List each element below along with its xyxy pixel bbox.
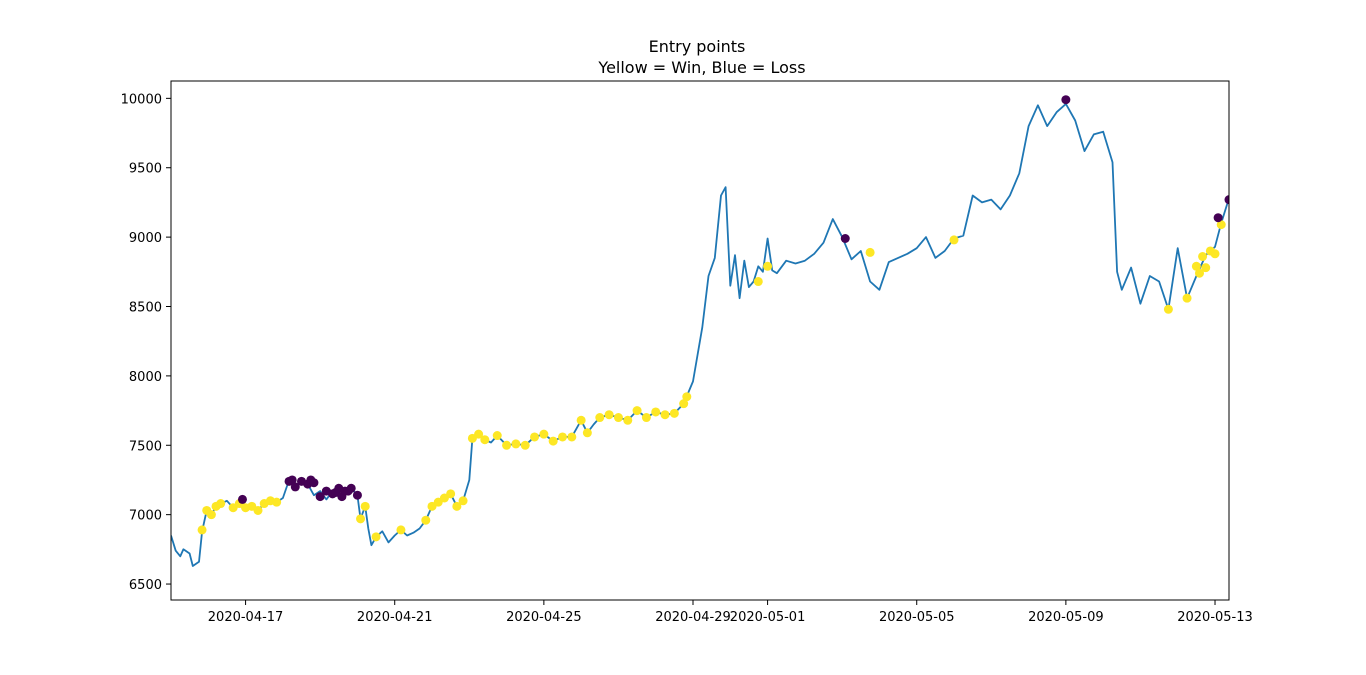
win-marker — [458, 496, 468, 506]
loss-marker — [290, 482, 300, 492]
win-marker — [272, 497, 282, 507]
plot-frame — [170, 80, 1230, 601]
win-marker — [623, 415, 633, 425]
y-tick-label: 8000 — [129, 370, 162, 385]
win-marker — [548, 436, 558, 446]
win-marker — [865, 247, 875, 257]
y-tick-label: 7000 — [129, 509, 162, 524]
win-marker — [520, 440, 530, 450]
win-marker — [396, 525, 406, 535]
win-marker — [613, 413, 623, 423]
win-marker — [480, 435, 490, 445]
loss-marker — [1061, 95, 1071, 105]
x-tick-label: 2020-05-13 — [1177, 610, 1253, 625]
x-tick-label: 2020-05-01 — [730, 610, 806, 625]
x-tick-label: 2020-04-17 — [208, 610, 284, 625]
win-marker — [1191, 261, 1201, 271]
win-marker — [511, 439, 521, 449]
win-marker — [641, 413, 651, 423]
win-marker — [446, 489, 456, 499]
x-tick-label: 2020-04-25 — [506, 610, 582, 625]
win-marker — [1182, 293, 1192, 303]
win-marker — [558, 432, 568, 442]
y-tick-label: 7500 — [129, 439, 162, 454]
win-marker — [567, 432, 577, 442]
win-marker — [1216, 220, 1226, 230]
win-marker — [660, 410, 670, 420]
win-marker — [679, 399, 689, 409]
y-tick-label: 8500 — [129, 301, 162, 316]
win-marker — [492, 431, 502, 441]
win-marker — [539, 429, 549, 439]
chart-subtitle: Yellow = Win, Blue = Loss — [597, 58, 805, 77]
loss-marker — [840, 234, 850, 244]
win-marker — [651, 407, 661, 417]
loss-marker — [1213, 213, 1223, 223]
win-marker — [1210, 249, 1220, 259]
win-marker — [530, 432, 540, 442]
win-marker — [356, 514, 366, 524]
win-marker — [632, 406, 642, 416]
y-tick-label: 10000 — [121, 92, 162, 107]
loss-marker — [309, 478, 319, 488]
y-axis: 6500 7000 7500 8000 8500 9000 9500 10000 — [121, 92, 171, 593]
win-marker — [421, 515, 431, 525]
win-marker — [452, 501, 462, 511]
win-marker — [1194, 268, 1204, 278]
win-marker — [474, 429, 484, 439]
loss-marker — [346, 483, 356, 493]
win-marker — [1201, 263, 1211, 273]
x-tick-label: 2020-05-09 — [1028, 610, 1104, 625]
loss-marker — [287, 475, 297, 485]
x-tick-label: 2020-04-21 — [357, 610, 433, 625]
win-marker — [682, 392, 692, 402]
win-marker — [576, 415, 586, 425]
loss-marker — [315, 492, 325, 502]
win-marker — [216, 499, 226, 509]
chart-title: Entry points — [649, 37, 746, 56]
loss-marker — [352, 490, 362, 500]
y-tick-label: 9000 — [129, 231, 162, 246]
win-marker — [582, 428, 592, 438]
win-marker — [371, 532, 381, 542]
win-marker — [1198, 252, 1208, 262]
win-marker — [1163, 304, 1173, 314]
win-marker — [502, 440, 512, 450]
loss-marker — [237, 494, 247, 504]
x-tick-label: 2020-05-05 — [879, 610, 955, 625]
win-marker — [604, 410, 614, 420]
win-marker — [669, 408, 679, 418]
win-marker — [763, 261, 773, 271]
win-marker — [253, 505, 263, 515]
y-tick-label: 9500 — [129, 162, 162, 177]
x-tick-label: 2020-04-29 — [655, 610, 731, 625]
win-marker — [197, 525, 207, 535]
entry-markers — [197, 95, 1229, 542]
win-marker — [595, 413, 605, 423]
y-tick-label: 6500 — [129, 578, 162, 593]
win-marker — [360, 501, 370, 511]
win-marker — [206, 510, 216, 520]
win-marker — [753, 277, 763, 287]
win-marker — [949, 235, 959, 245]
loss-marker — [1224, 195, 1229, 205]
x-axis: 2020-04-17 2020-04-21 2020-04-25 2020-04-29… — [208, 600, 1253, 625]
